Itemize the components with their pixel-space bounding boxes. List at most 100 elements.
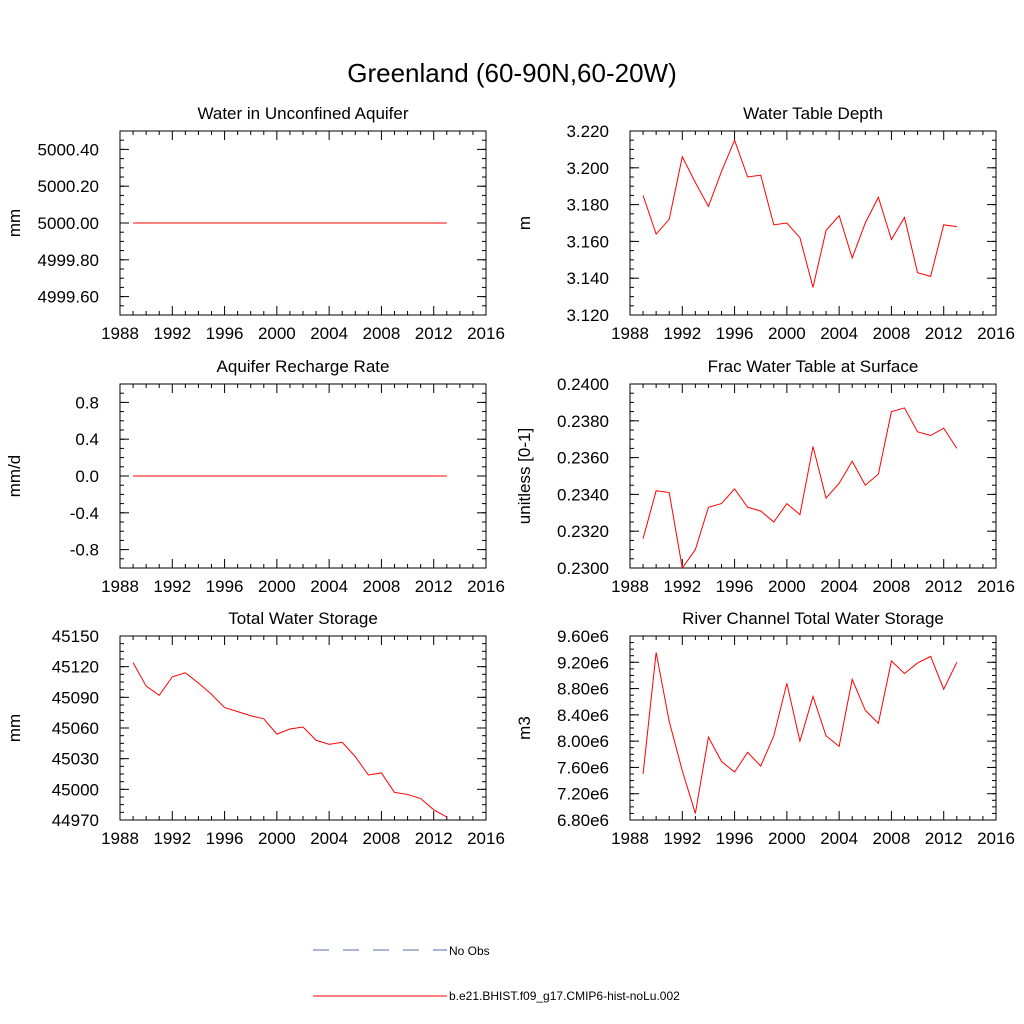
plot-frame bbox=[119, 635, 487, 821]
y-tick-label: 0.2380 bbox=[557, 412, 609, 431]
x-tick-label: 2008 bbox=[363, 577, 401, 596]
y-tick-label: 0.4 bbox=[75, 430, 99, 449]
y-tick-label: 45030 bbox=[52, 750, 99, 769]
x-tick-label: 2012 bbox=[415, 829, 453, 848]
y-tick-label: 45090 bbox=[52, 688, 99, 707]
panel-title: Water Table Depth bbox=[743, 104, 883, 123]
x-tick-label: 2004 bbox=[820, 577, 858, 596]
y-tick-label: 6.80e6 bbox=[557, 811, 609, 830]
panel-title: Water in Unconfined Aquifer bbox=[197, 104, 408, 123]
y-axis-label: mm bbox=[5, 714, 24, 742]
x-tick-label: 1996 bbox=[206, 324, 244, 343]
y-axis-label: m bbox=[515, 216, 534, 230]
y-axis-label: unitless [0-1] bbox=[515, 428, 534, 524]
y-tick-label: 3.180 bbox=[566, 196, 609, 215]
x-tick-label: 2016 bbox=[467, 324, 505, 343]
y-tick-label: 5000.00 bbox=[38, 214, 99, 233]
x-tick-label: 1996 bbox=[206, 829, 244, 848]
x-tick-label: 2016 bbox=[977, 577, 1015, 596]
x-tick-label: 2016 bbox=[467, 577, 505, 596]
x-tick-label: 2016 bbox=[467, 829, 505, 848]
y-tick-label: 45150 bbox=[52, 627, 99, 646]
y-tick-label: -0.4 bbox=[70, 504, 99, 523]
x-tick-label: 1996 bbox=[716, 829, 754, 848]
y-tick-label: 0.2300 bbox=[557, 559, 609, 578]
x-tick-label: 2000 bbox=[768, 829, 806, 848]
x-tick-label: 1988 bbox=[611, 577, 649, 596]
y-axis-label: mm/d bbox=[5, 455, 24, 498]
x-tick-label: 1992 bbox=[663, 324, 701, 343]
x-tick-label: 2000 bbox=[258, 577, 296, 596]
y-tick-label: 8.00e6 bbox=[557, 732, 609, 751]
x-tick-label: 1992 bbox=[153, 829, 191, 848]
y-tick-label: 3.120 bbox=[566, 306, 609, 325]
x-tick-label: 2004 bbox=[310, 829, 348, 848]
y-tick-label: 0.2360 bbox=[557, 449, 609, 468]
y-tick-label: 7.60e6 bbox=[557, 758, 609, 777]
x-tick-label: 1992 bbox=[153, 324, 191, 343]
y-axis-label: m3 bbox=[515, 716, 534, 740]
x-tick-label: 1992 bbox=[663, 577, 701, 596]
y-tick-label: 0.2320 bbox=[557, 522, 609, 541]
y-tick-label: 0.8 bbox=[75, 393, 99, 412]
y-tick-label: 3.200 bbox=[566, 159, 609, 178]
panel-grid: Water in Unconfined Aquifer 1988 1992 1996 2… bbox=[5, 104, 1015, 848]
x-tick-label: 1992 bbox=[663, 829, 701, 848]
x-tick-label: 2012 bbox=[925, 324, 963, 343]
x-tick-label: 2008 bbox=[873, 577, 911, 596]
x-tick-label: 2004 bbox=[310, 324, 348, 343]
panel-1: Water in Unconfined Aquifer 1988 1992 1996 2… bbox=[5, 104, 505, 343]
y-tick-label: 9.60e6 bbox=[557, 627, 609, 646]
x-tick-label: 2008 bbox=[363, 324, 401, 343]
y-tick-label: 4999.60 bbox=[38, 288, 99, 307]
y-tick-label: -0.8 bbox=[70, 541, 99, 560]
series-line bbox=[132, 662, 448, 818]
x-tick-label: 2012 bbox=[925, 577, 963, 596]
y-tick-label: 45060 bbox=[52, 719, 99, 738]
y-tick-label: 3.140 bbox=[566, 269, 609, 288]
x-tick-label: 1988 bbox=[611, 324, 649, 343]
y-tick-label: 3.160 bbox=[566, 232, 609, 251]
panel-6: River Channel Total Water Storage 1988 199… bbox=[515, 609, 1015, 848]
panel-title: Aquifer Recharge Rate bbox=[217, 357, 390, 376]
x-tick-label: 2016 bbox=[977, 829, 1015, 848]
series-line bbox=[642, 652, 958, 814]
series-line bbox=[642, 138, 957, 288]
plot-frame bbox=[629, 383, 997, 569]
series-line bbox=[642, 407, 958, 570]
x-tick-label: 2000 bbox=[258, 324, 296, 343]
x-tick-label: 2000 bbox=[768, 324, 806, 343]
x-tick-label: 2004 bbox=[820, 324, 858, 343]
legend-label-no-obs: No Obs bbox=[449, 944, 490, 958]
legend: No Obs b.e21.BHIST.f09_g17.CMIP6-hist-no… bbox=[313, 944, 680, 1003]
y-tick-label: 0.0 bbox=[75, 467, 99, 486]
panel-3: Aquifer Recharge Rate 1988 1992 1996 2000 200… bbox=[5, 357, 505, 596]
y-tick-label: 7.20e6 bbox=[557, 785, 609, 804]
panel-2: Water Table Depth 1988 1992 1996 2000 2004 200… bbox=[515, 104, 1015, 343]
y-tick-label: 5000.40 bbox=[38, 140, 99, 159]
x-tick-label: 2000 bbox=[258, 829, 296, 848]
y-tick-label: 0.2340 bbox=[557, 485, 609, 504]
y-tick-label: 44970 bbox=[52, 811, 99, 830]
x-tick-label: 2012 bbox=[415, 577, 453, 596]
x-tick-label: 2008 bbox=[363, 829, 401, 848]
x-tick-label: 2012 bbox=[925, 829, 963, 848]
panel-title: River Channel Total Water Storage bbox=[682, 609, 944, 628]
x-tick-label: 1988 bbox=[101, 829, 139, 848]
y-tick-label: 5000.20 bbox=[38, 177, 99, 196]
x-tick-label: 2016 bbox=[977, 324, 1015, 343]
panel-title: Total Water Storage bbox=[228, 609, 378, 628]
x-tick-label: 2004 bbox=[310, 577, 348, 596]
y-tick-label: 0.2400 bbox=[557, 375, 609, 394]
x-tick-label: 2008 bbox=[873, 324, 911, 343]
x-tick-label: 1992 bbox=[153, 577, 191, 596]
x-tick-label: 2000 bbox=[768, 577, 806, 596]
x-tick-label: 1996 bbox=[716, 324, 754, 343]
y-tick-label: 4999.80 bbox=[38, 251, 99, 270]
x-tick-label: 1996 bbox=[206, 577, 244, 596]
panel-5: Total Water Storage 1988 1992 1996 2000 2004 2… bbox=[5, 609, 505, 848]
y-tick-label: 45000 bbox=[52, 780, 99, 799]
x-tick-label: 2012 bbox=[415, 324, 453, 343]
figure-title: Greenland (60-90N,60-20W) bbox=[347, 58, 677, 88]
